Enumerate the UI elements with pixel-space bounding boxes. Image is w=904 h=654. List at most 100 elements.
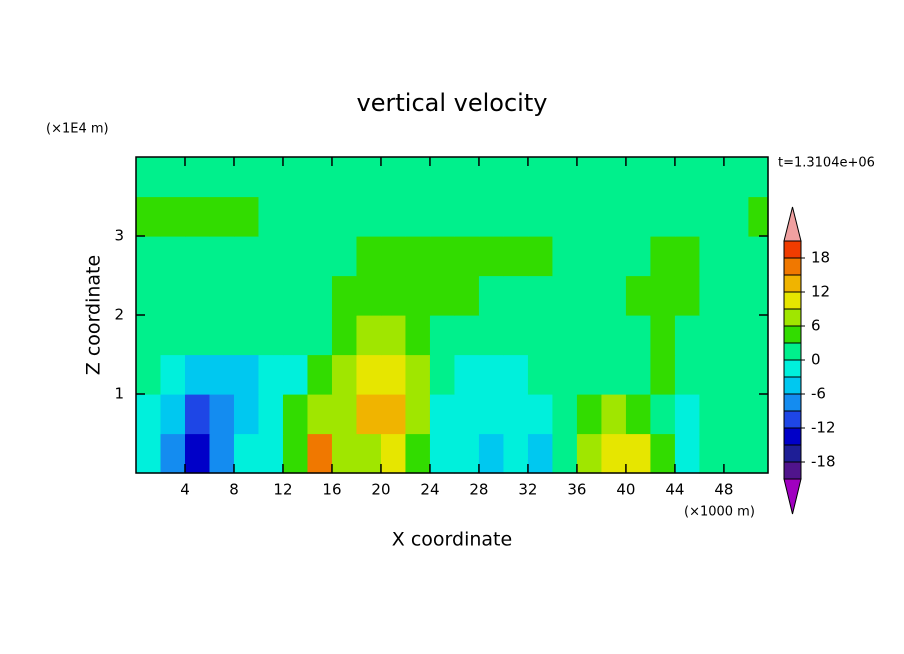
contour-cell — [160, 354, 186, 395]
contour-cell — [723, 236, 750, 277]
contour-cell — [184, 275, 211, 316]
contour-cell — [625, 394, 652, 435]
x-tick-label: 44 — [665, 481, 684, 499]
contour-cell — [552, 236, 578, 277]
contour-cell — [454, 196, 480, 237]
contour-cell — [331, 196, 358, 237]
contour-cell — [601, 354, 627, 395]
x-tick-label: 48 — [714, 481, 733, 499]
contour-cell — [625, 196, 652, 237]
contour-cell — [307, 275, 333, 316]
contour-cell — [331, 354, 358, 395]
contour-cell — [748, 196, 769, 237]
contour-cell — [601, 236, 627, 277]
contour-cell — [625, 433, 652, 474]
contour-cell — [380, 433, 407, 474]
colorbar-tick-label: 12 — [811, 283, 830, 301]
contour-cell — [650, 236, 676, 277]
contour-cell — [136, 433, 162, 474]
contour-cell — [650, 315, 676, 356]
contour-cell — [307, 315, 333, 356]
contour-cell — [650, 433, 676, 474]
contour-cell — [282, 275, 309, 316]
contour-cell — [723, 157, 750, 198]
contour-cell — [552, 275, 578, 316]
contour-cell — [723, 394, 750, 435]
contour-cell — [233, 236, 260, 277]
contour-cell — [307, 354, 333, 395]
y-unit: (×1E4 m) — [46, 122, 109, 137]
contour-cell — [699, 236, 725, 277]
contour-cell — [331, 315, 358, 356]
contour-cell — [209, 236, 235, 277]
contour-cell — [478, 315, 505, 356]
colorbar-box — [783, 427, 802, 446]
contour-cell — [282, 354, 309, 395]
contour-cell — [307, 157, 333, 198]
contour-cell — [184, 315, 211, 356]
contour-cell — [356, 433, 382, 474]
x-tick-label: 8 — [229, 481, 239, 499]
contour-cell — [331, 236, 358, 277]
contour-cell — [650, 275, 676, 316]
contour-cell — [258, 236, 284, 277]
contour-cell — [209, 433, 235, 474]
contour-cell — [380, 275, 407, 316]
contour-cell — [282, 394, 309, 435]
contour-cell — [699, 433, 725, 474]
contour-cell — [576, 196, 603, 237]
contour-cell — [552, 157, 578, 198]
contour-cell — [282, 315, 309, 356]
contour-cell — [650, 157, 676, 198]
contour-cell — [527, 433, 554, 474]
colorbar-tick-label: 18 — [811, 249, 830, 267]
colorbar-box — [783, 257, 802, 276]
contour-cell — [527, 275, 554, 316]
contour-cell — [136, 394, 162, 435]
contour-cell — [258, 275, 284, 316]
contour-cell — [454, 315, 480, 356]
contour-cell — [331, 275, 358, 316]
colorbar-extend-bottom — [783, 478, 802, 515]
contour-cell — [405, 433, 431, 474]
colorbar-box — [783, 291, 802, 310]
contour-cell — [527, 196, 554, 237]
contour-cell — [380, 236, 407, 277]
colorbar-box — [783, 359, 802, 378]
contour-cell — [478, 196, 505, 237]
x-tick-label: 40 — [616, 481, 635, 499]
contour-cell — [258, 433, 284, 474]
y-axis-label: Z coordinate — [83, 255, 105, 375]
contour-cell — [576, 315, 603, 356]
contour-cell — [601, 433, 627, 474]
contour-cell — [429, 433, 456, 474]
contour-cell — [233, 433, 260, 474]
contour-cell — [625, 354, 652, 395]
contour-cell — [380, 315, 407, 356]
contour-cell — [527, 354, 554, 395]
contour-cell — [233, 196, 260, 237]
contour-cell — [576, 394, 603, 435]
contour-cell — [429, 236, 456, 277]
contour-cell — [380, 196, 407, 237]
contour-cell — [136, 315, 162, 356]
contour-cell — [258, 354, 284, 395]
x-unit: (×1000 m) — [684, 505, 755, 520]
contour-cell — [380, 394, 407, 435]
contour-cell — [307, 196, 333, 237]
contour-cell — [160, 315, 186, 356]
contour-cell — [478, 157, 505, 198]
colorbar-box — [783, 342, 802, 361]
contour-cell — [601, 315, 627, 356]
contour-cell — [503, 354, 529, 395]
contour-cell — [454, 275, 480, 316]
contour-cell — [674, 236, 701, 277]
contour-cell — [503, 433, 529, 474]
contour-cell — [454, 236, 480, 277]
contour-cell — [184, 354, 211, 395]
colorbar-tick-label: 6 — [811, 317, 821, 335]
colorbar-box — [783, 325, 802, 344]
contour-field — [136, 157, 769, 474]
contour-cell — [356, 236, 382, 277]
contour-cell — [527, 157, 554, 198]
